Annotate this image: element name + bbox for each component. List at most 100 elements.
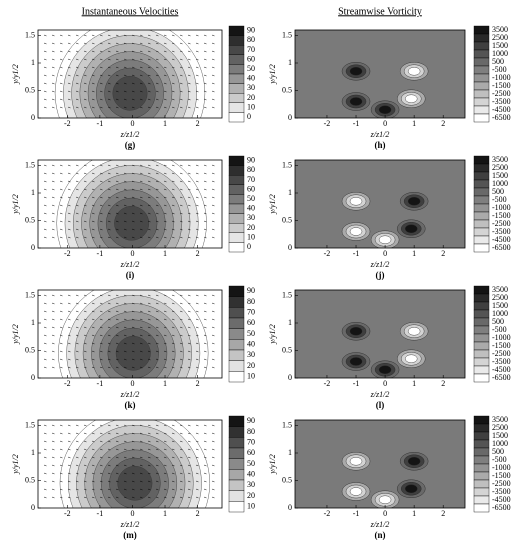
colorbar-label: 60 — [247, 318, 255, 327]
vector — [139, 488, 143, 491]
vector — [51, 50, 55, 53]
vector — [67, 464, 71, 467]
vector — [163, 90, 167, 93]
vector — [115, 456, 119, 459]
vector — [51, 236, 55, 239]
vector — [203, 318, 207, 321]
vector — [203, 310, 207, 313]
vector — [51, 302, 55, 305]
vector — [59, 294, 63, 297]
vector — [91, 310, 95, 313]
vector — [147, 204, 151, 207]
vector — [107, 424, 111, 427]
vector — [91, 196, 95, 199]
x-axis-label: z/z1/2 — [370, 260, 390, 269]
vector — [75, 98, 79, 101]
colorbar-cell — [473, 463, 490, 473]
vector — [75, 236, 79, 239]
y-axis-label: y/y1/2 — [268, 324, 277, 345]
vector — [123, 310, 127, 313]
y-axis-label: y/y1/2 — [268, 64, 277, 85]
vector — [99, 172, 103, 175]
vector — [147, 302, 151, 305]
vector — [99, 236, 103, 239]
vector — [59, 42, 63, 45]
vector — [211, 318, 215, 321]
vector — [123, 358, 127, 361]
y-axis-label: y/y1/2 — [268, 454, 277, 475]
x-axis-label: z/z1/2 — [120, 130, 140, 139]
vector — [59, 58, 63, 61]
colorbar-cell — [473, 471, 490, 481]
vector — [123, 180, 127, 183]
vector — [155, 204, 159, 207]
vector — [43, 456, 47, 459]
colorbar-cell — [228, 73, 245, 84]
vector — [187, 302, 191, 305]
vector — [51, 480, 55, 483]
vector — [187, 350, 191, 353]
colorbar-cell — [473, 33, 490, 43]
vector — [147, 50, 151, 53]
vector — [211, 58, 215, 61]
vector — [91, 366, 95, 369]
vector — [59, 204, 63, 207]
vector — [83, 366, 87, 369]
vector — [91, 228, 95, 231]
vector — [51, 448, 55, 451]
y-axis-label: y/y1/2 — [11, 194, 20, 215]
vector — [187, 480, 191, 483]
vector — [203, 172, 207, 175]
colorbar-label: 500 — [492, 447, 504, 456]
vector — [131, 58, 135, 61]
y-tick-label: 1.5 — [25, 30, 35, 39]
vector — [67, 350, 71, 353]
x-tick-label: -1 — [353, 379, 360, 388]
vector — [75, 188, 79, 191]
vector — [195, 34, 199, 37]
vector — [107, 34, 111, 37]
vector — [187, 448, 191, 451]
vector — [179, 42, 183, 45]
vector — [131, 164, 135, 167]
vector — [83, 302, 87, 305]
vector — [195, 66, 199, 69]
vector — [59, 488, 63, 491]
vector — [187, 464, 191, 467]
vector — [67, 106, 71, 109]
vector — [107, 196, 111, 199]
vector — [147, 90, 151, 93]
vector — [187, 106, 191, 109]
vector — [91, 172, 95, 175]
vector — [51, 106, 55, 109]
vector — [163, 464, 167, 467]
vector — [123, 334, 127, 337]
vector — [211, 302, 215, 305]
colorbar-cell — [228, 45, 245, 56]
vector — [171, 464, 175, 467]
vector — [163, 310, 167, 313]
vector — [115, 180, 119, 183]
vector — [67, 432, 71, 435]
vector — [123, 472, 127, 475]
vector — [51, 164, 55, 167]
vector — [115, 366, 119, 369]
vector — [115, 342, 119, 345]
vector — [91, 204, 95, 207]
vector — [139, 464, 143, 467]
vector — [171, 66, 175, 69]
vector — [107, 164, 111, 167]
colorbar-cell — [473, 81, 490, 91]
vector — [83, 58, 87, 61]
vector — [171, 310, 175, 313]
vector — [67, 180, 71, 183]
vector — [43, 334, 47, 337]
plot-frame — [294, 419, 466, 509]
vector — [147, 326, 151, 329]
colorbar-label: 80 — [247, 165, 255, 174]
vector — [131, 74, 135, 77]
colorbar-cell — [473, 447, 490, 457]
colorbar-label: 20 — [247, 491, 255, 500]
vector — [115, 74, 119, 77]
vector — [179, 66, 183, 69]
